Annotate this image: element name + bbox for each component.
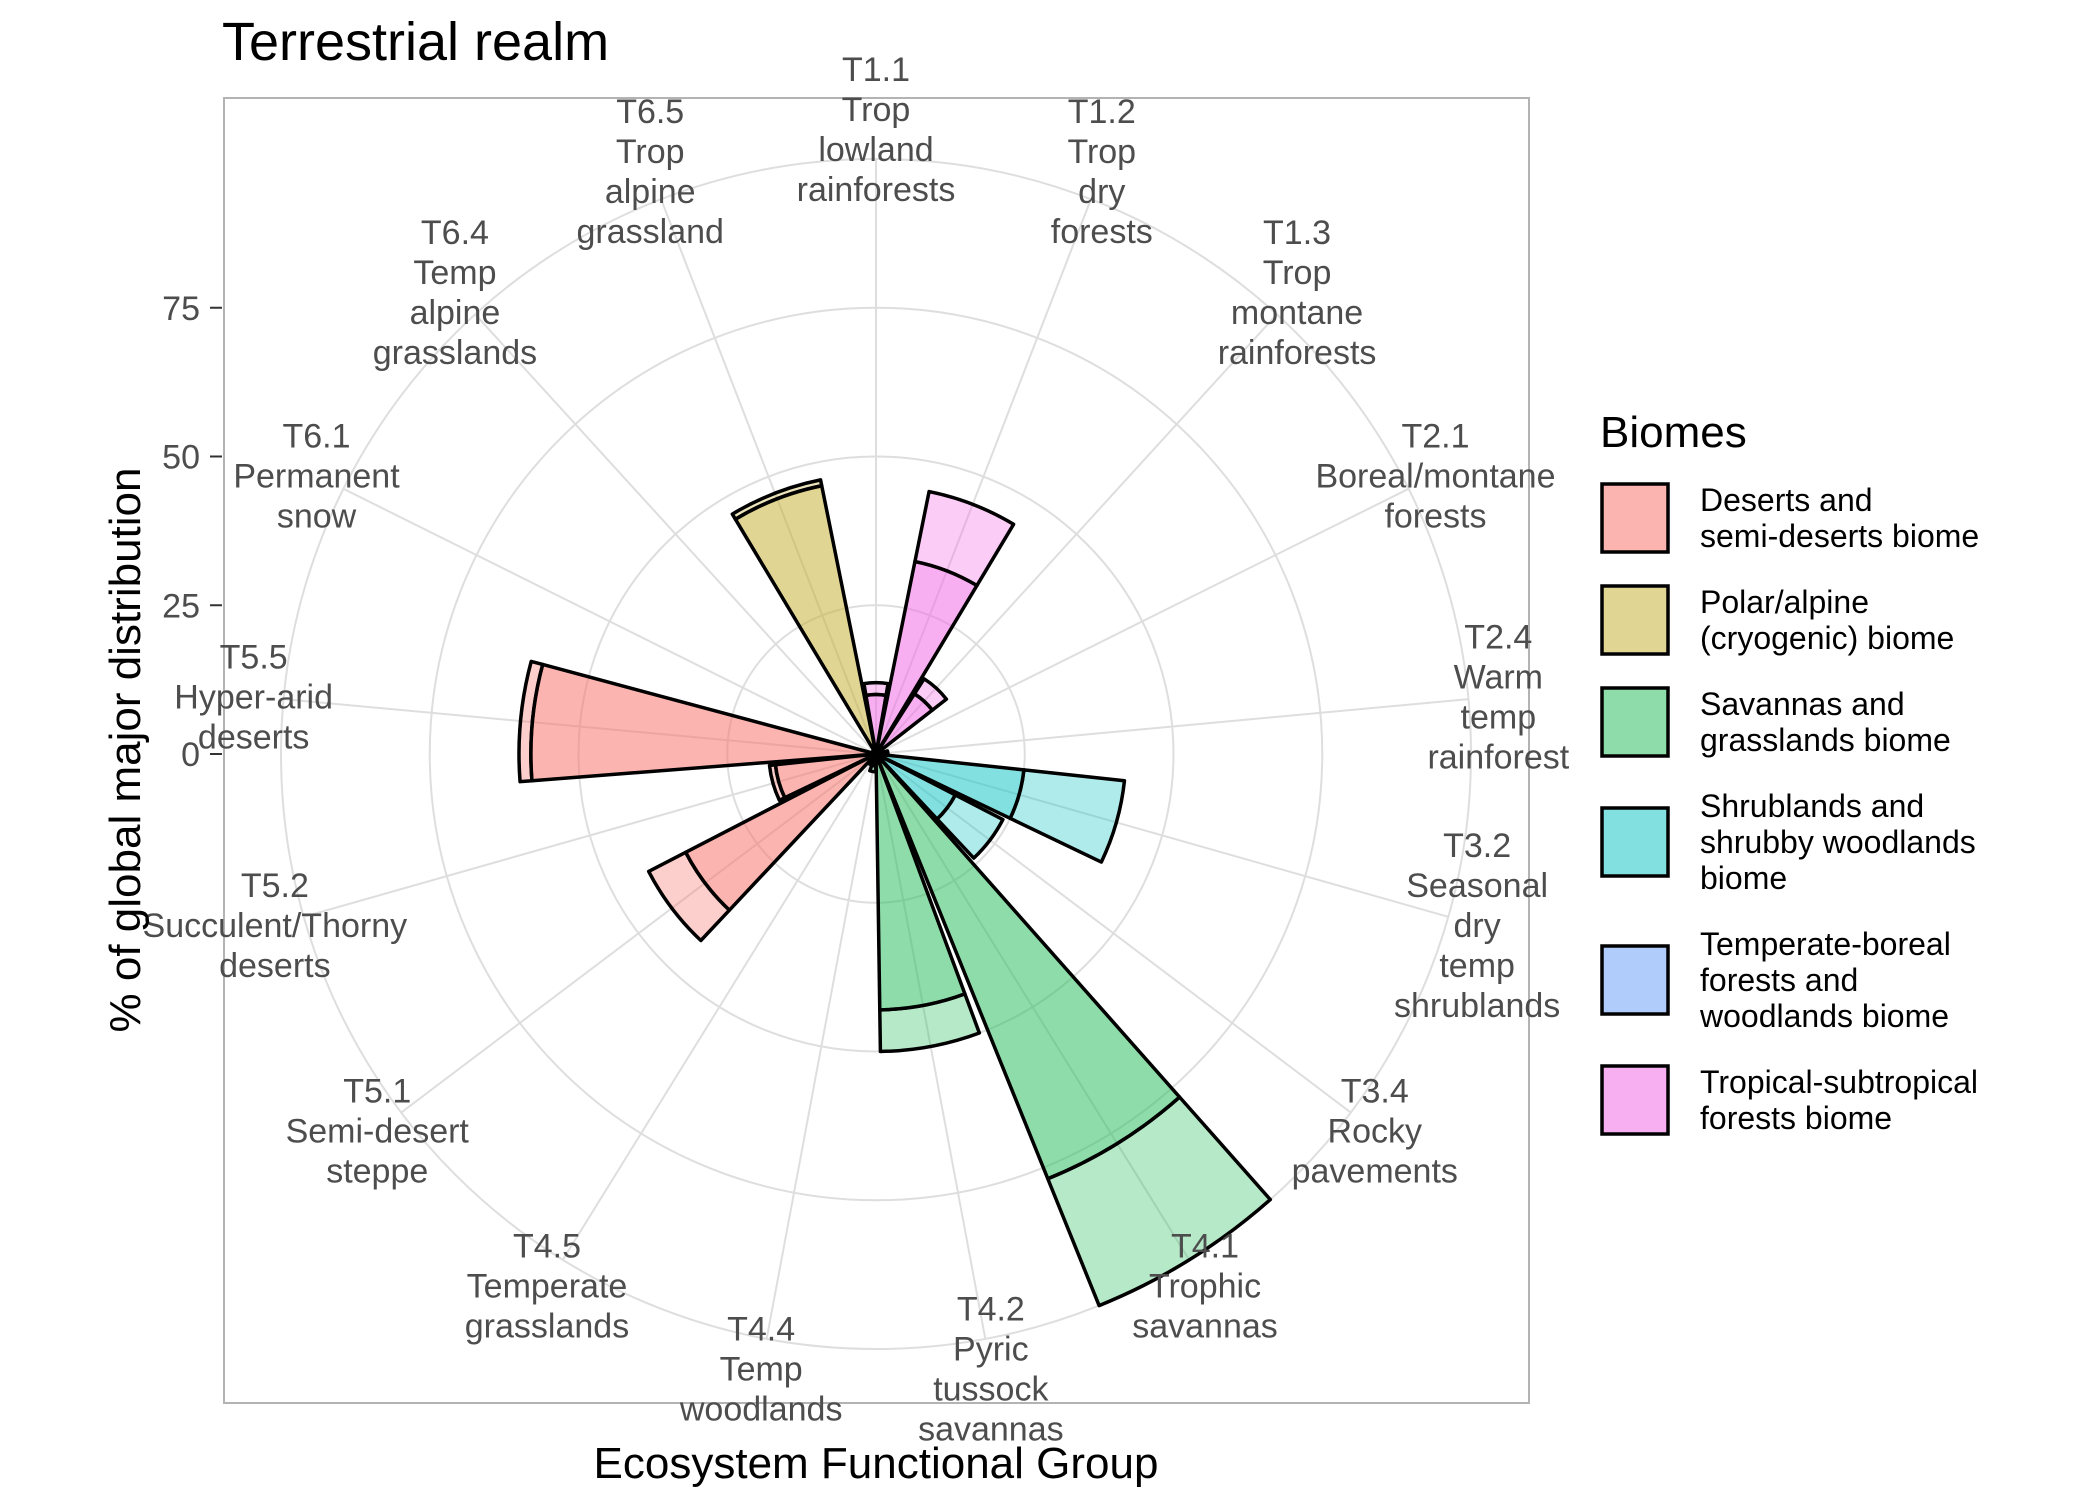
- grid-spoke: [765, 753, 877, 1340]
- bar-t1-2-inner: [874, 559, 979, 756]
- category-label-t5-5: T5.5 Hyper-arid deserts: [174, 638, 333, 756]
- legend-label: Tropical-subtropical forests biome: [1700, 1064, 1978, 1136]
- y-axis: 0 25 50 75: [162, 290, 222, 774]
- legend-label: Temperate-boreal forests and woodlands bio…: [1699, 926, 1951, 1034]
- y-tick-label: 50: [162, 439, 200, 477]
- y-tick-label: 0: [181, 736, 200, 774]
- y-tick-label: 25: [162, 587, 200, 625]
- category-label-t4-1: T4.1 Trophic savannas: [1132, 1227, 1278, 1345]
- category-label-t2-1: T2.1 Boreal/montane forests: [1315, 417, 1555, 535]
- legend-key: [1600, 806, 1670, 878]
- category-label-t3-2: T3.2 Seasonal dry temp shrublands: [1394, 827, 1560, 1025]
- bar-t1-3-inner: [874, 692, 935, 756]
- bar-t3-4-inner: [874, 752, 958, 821]
- center-point: [870, 748, 882, 760]
- legend-title: Biomes: [1600, 408, 1747, 457]
- bar-t5-5-inner: [529, 662, 878, 783]
- grid-spoke: [561, 753, 877, 1261]
- chart-title: Terrestrial realm: [222, 12, 609, 72]
- legend-label: Polar/alpine (cryogenic) biome: [1700, 584, 1954, 656]
- grid-spoke: [875, 753, 1352, 1114]
- bar-t4-1-inner: [874, 752, 1182, 1181]
- grid-spoke: [875, 313, 1278, 755]
- category-label-t3-4: T3.4 Rocky pavements: [1292, 1073, 1458, 1191]
- category-label-t4-4: T4.4 Temp woodlands: [679, 1310, 843, 1428]
- bar-t3-2-inner: [874, 752, 1026, 821]
- legend-label: Shrublands and shrubby woodlands biome: [1700, 788, 1976, 896]
- bar-layer: [517, 478, 1273, 1308]
- category-labels: T1.1 Trop lowland rainforests T1.2 Trop dry for…: [143, 51, 1570, 1448]
- bar-t6-5-inner: [733, 483, 878, 756]
- grid-spoke: [875, 487, 1410, 755]
- bar-t5-2-inner: [773, 752, 878, 800]
- legend: Biomes Deserts and semi-deserts biome Polar…: [1600, 408, 1979, 1136]
- y-tick-label: 75: [162, 290, 200, 328]
- category-label-t1-2: T1.2 Trop dry forests: [1051, 93, 1153, 251]
- grid-spoke: [875, 698, 1469, 755]
- category-label-t6-4: T6.4 Temp alpine grasslands: [373, 214, 537, 372]
- category-label-t4-2: T4.2 Pyric tussock savannas: [918, 1290, 1064, 1448]
- category-label-t1-1: T1.1 Trop lowland rainforests: [797, 51, 956, 209]
- grid-spoke: [474, 313, 877, 755]
- category-label-t1-3: T1.3 Trop montane rainforests: [1218, 214, 1377, 372]
- legend-label: Deserts and semi-deserts biome: [1700, 482, 1979, 554]
- legend-key: [1600, 686, 1670, 758]
- legend-key: [1600, 482, 1670, 554]
- plot-panel: [223, 97, 1530, 1404]
- bar-t5-1-inner: [683, 752, 878, 912]
- bar-t3-2-outer: [1008, 768, 1127, 864]
- grid-spoke: [342, 487, 877, 755]
- legend-label: Savannas and grasslands biome: [1700, 686, 1951, 758]
- category-label-t6-5: T6.5 Trop alpine grassland: [577, 93, 724, 251]
- category-label-t5-1: T5.1 Semi-desert steppe: [286, 1073, 470, 1191]
- category-label-t6-1: T6.1 Permanent snow: [233, 417, 400, 535]
- legend-key: [1600, 944, 1670, 1016]
- bar-t1-1-inner: [864, 692, 888, 756]
- bar-t4-2-inner: [874, 752, 967, 1012]
- category-label-t5-2: T5.2 Succulent/Thorny deserts: [143, 867, 408, 985]
- category-label-t4-5: T4.5 Temperate grasslands: [465, 1227, 629, 1345]
- y-axis-title: % of global major distribution: [101, 468, 150, 1033]
- legend-key: [1600, 584, 1670, 656]
- category-label-t2-4: T2.4 Warm temp rainforest: [1427, 618, 1569, 776]
- x-axis-title: Ecosystem Functional Group: [594, 1439, 1159, 1488]
- legend-key: [1600, 1064, 1670, 1136]
